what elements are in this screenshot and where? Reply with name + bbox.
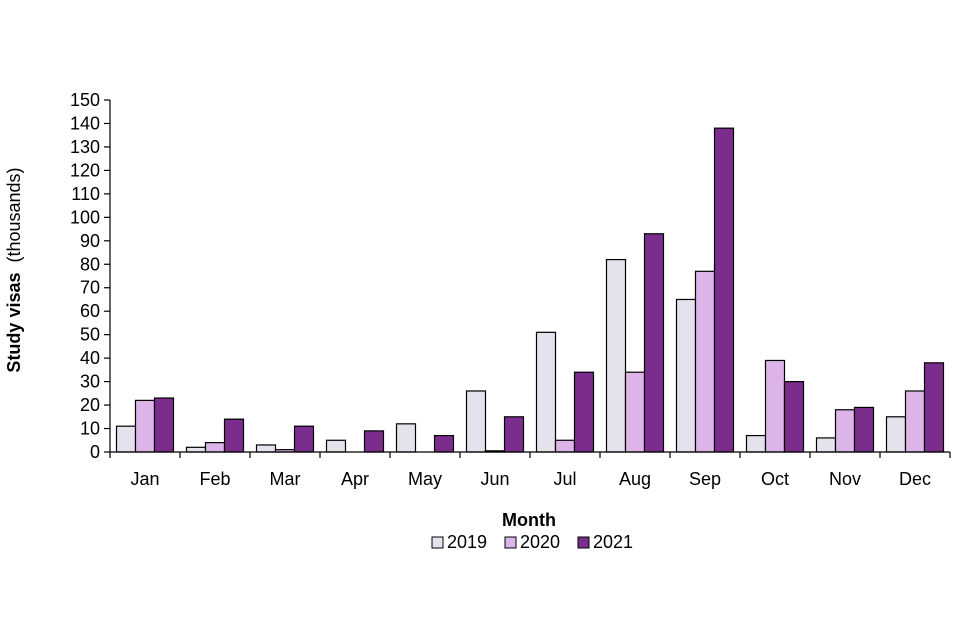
legend-swatch-2020: [504, 536, 517, 549]
bar-2020-jul: [554, 439, 576, 453]
bar-2019-may: [395, 423, 417, 453]
bar-2019-jun: [465, 390, 487, 453]
y-tick-label: 40: [80, 348, 100, 368]
bar-2019-jan: [115, 425, 137, 453]
y-tick-label: 150: [70, 90, 100, 110]
y-axis-title: Study visas (thousands): [4, 167, 24, 372]
y-tick-label: 140: [70, 113, 100, 133]
bar-2020-dec: [904, 390, 926, 453]
bars-layer: [115, 127, 945, 453]
x-tick-label: Apr: [341, 469, 369, 489]
bar-2019-mar: [255, 444, 277, 453]
bar-2020-nov: [834, 409, 856, 453]
x-tick-label: Mar: [270, 469, 301, 489]
y-axis-title-bold: Study visas: [4, 273, 24, 373]
bar-2020-feb: [204, 442, 226, 453]
y-tick-label: 60: [80, 301, 100, 321]
bar-2021-jun: [503, 416, 525, 453]
bar-2021-feb: [223, 418, 245, 453]
bar-2021-may: [433, 434, 455, 453]
x-tick-label: Jan: [130, 469, 159, 489]
y-tick-label: 50: [80, 325, 100, 345]
bar-2019-nov: [815, 437, 837, 453]
x-tick-label: Oct: [761, 469, 789, 489]
y-tick-label: 10: [80, 419, 100, 439]
x-tick-label: Sep: [689, 469, 721, 489]
x-tick-label: Dec: [899, 469, 931, 489]
bar-2019-sep: [675, 298, 697, 453]
x-tick-label: Feb: [199, 469, 230, 489]
legend-label-2020: 2020: [520, 532, 560, 552]
bar-2020-aug: [624, 371, 646, 453]
legend-label-2021: 2021: [593, 532, 633, 552]
y-axis-ticks: 0 10 20 30 40 50 60 70 80 90 100 110 120 130 140 150: [70, 90, 110, 462]
bar-2021-apr: [363, 430, 385, 453]
bar-2019-jul: [535, 331, 557, 453]
bar-2021-jul: [573, 371, 595, 453]
bar-2021-nov: [853, 406, 875, 453]
x-tick-label: Jun: [480, 469, 509, 489]
bar-2021-oct: [783, 381, 805, 453]
bar-2021-sep: [713, 127, 735, 453]
y-tick-label: 110: [71, 184, 100, 204]
bar-2021-jan: [153, 397, 175, 453]
bar-2021-dec: [923, 362, 945, 453]
legend-swatch-2019: [431, 536, 444, 549]
y-tick-label: 100: [70, 207, 100, 227]
bar-2021-mar: [293, 425, 315, 453]
legend: 2019 2020 2021: [431, 532, 633, 552]
x-tick-label: May: [408, 469, 442, 489]
bar-2019-aug: [605, 258, 627, 453]
x-axis-ticks: Jan Feb Mar Apr May Jun Jul Aug Sep Oct Nov Dec: [109, 452, 951, 489]
y-tick-label: 0: [90, 442, 100, 462]
y-tick-label: 20: [80, 395, 100, 415]
y-tick-label: 30: [80, 372, 100, 392]
bar-2019-oct: [745, 434, 767, 453]
x-tick-label: Jul: [553, 469, 576, 489]
y-axis-title-unit: (thousands): [4, 167, 24, 262]
bar-2019-dec: [885, 416, 907, 453]
x-axis-title: Month: [502, 510, 556, 530]
y-tick-label: 80: [80, 254, 100, 274]
y-tick-label: 70: [80, 278, 100, 298]
y-tick-label: 120: [70, 160, 100, 180]
bar-2021-aug: [643, 233, 665, 453]
bar-2020-oct: [764, 359, 786, 453]
legend-swatch-2021: [577, 536, 590, 549]
bar-2020-sep: [694, 270, 716, 453]
bar-2019-apr: [325, 439, 347, 453]
x-tick-label: Nov: [829, 469, 861, 489]
x-tick-label: Aug: [619, 469, 651, 489]
legend-label-2019: 2019: [447, 532, 487, 552]
bar-2020-jan: [134, 399, 156, 453]
y-tick-label: 90: [80, 231, 100, 251]
axes-layer: [109, 100, 950, 453]
y-tick-label: 130: [70, 137, 100, 157]
bar-2019-feb: [185, 446, 207, 453]
